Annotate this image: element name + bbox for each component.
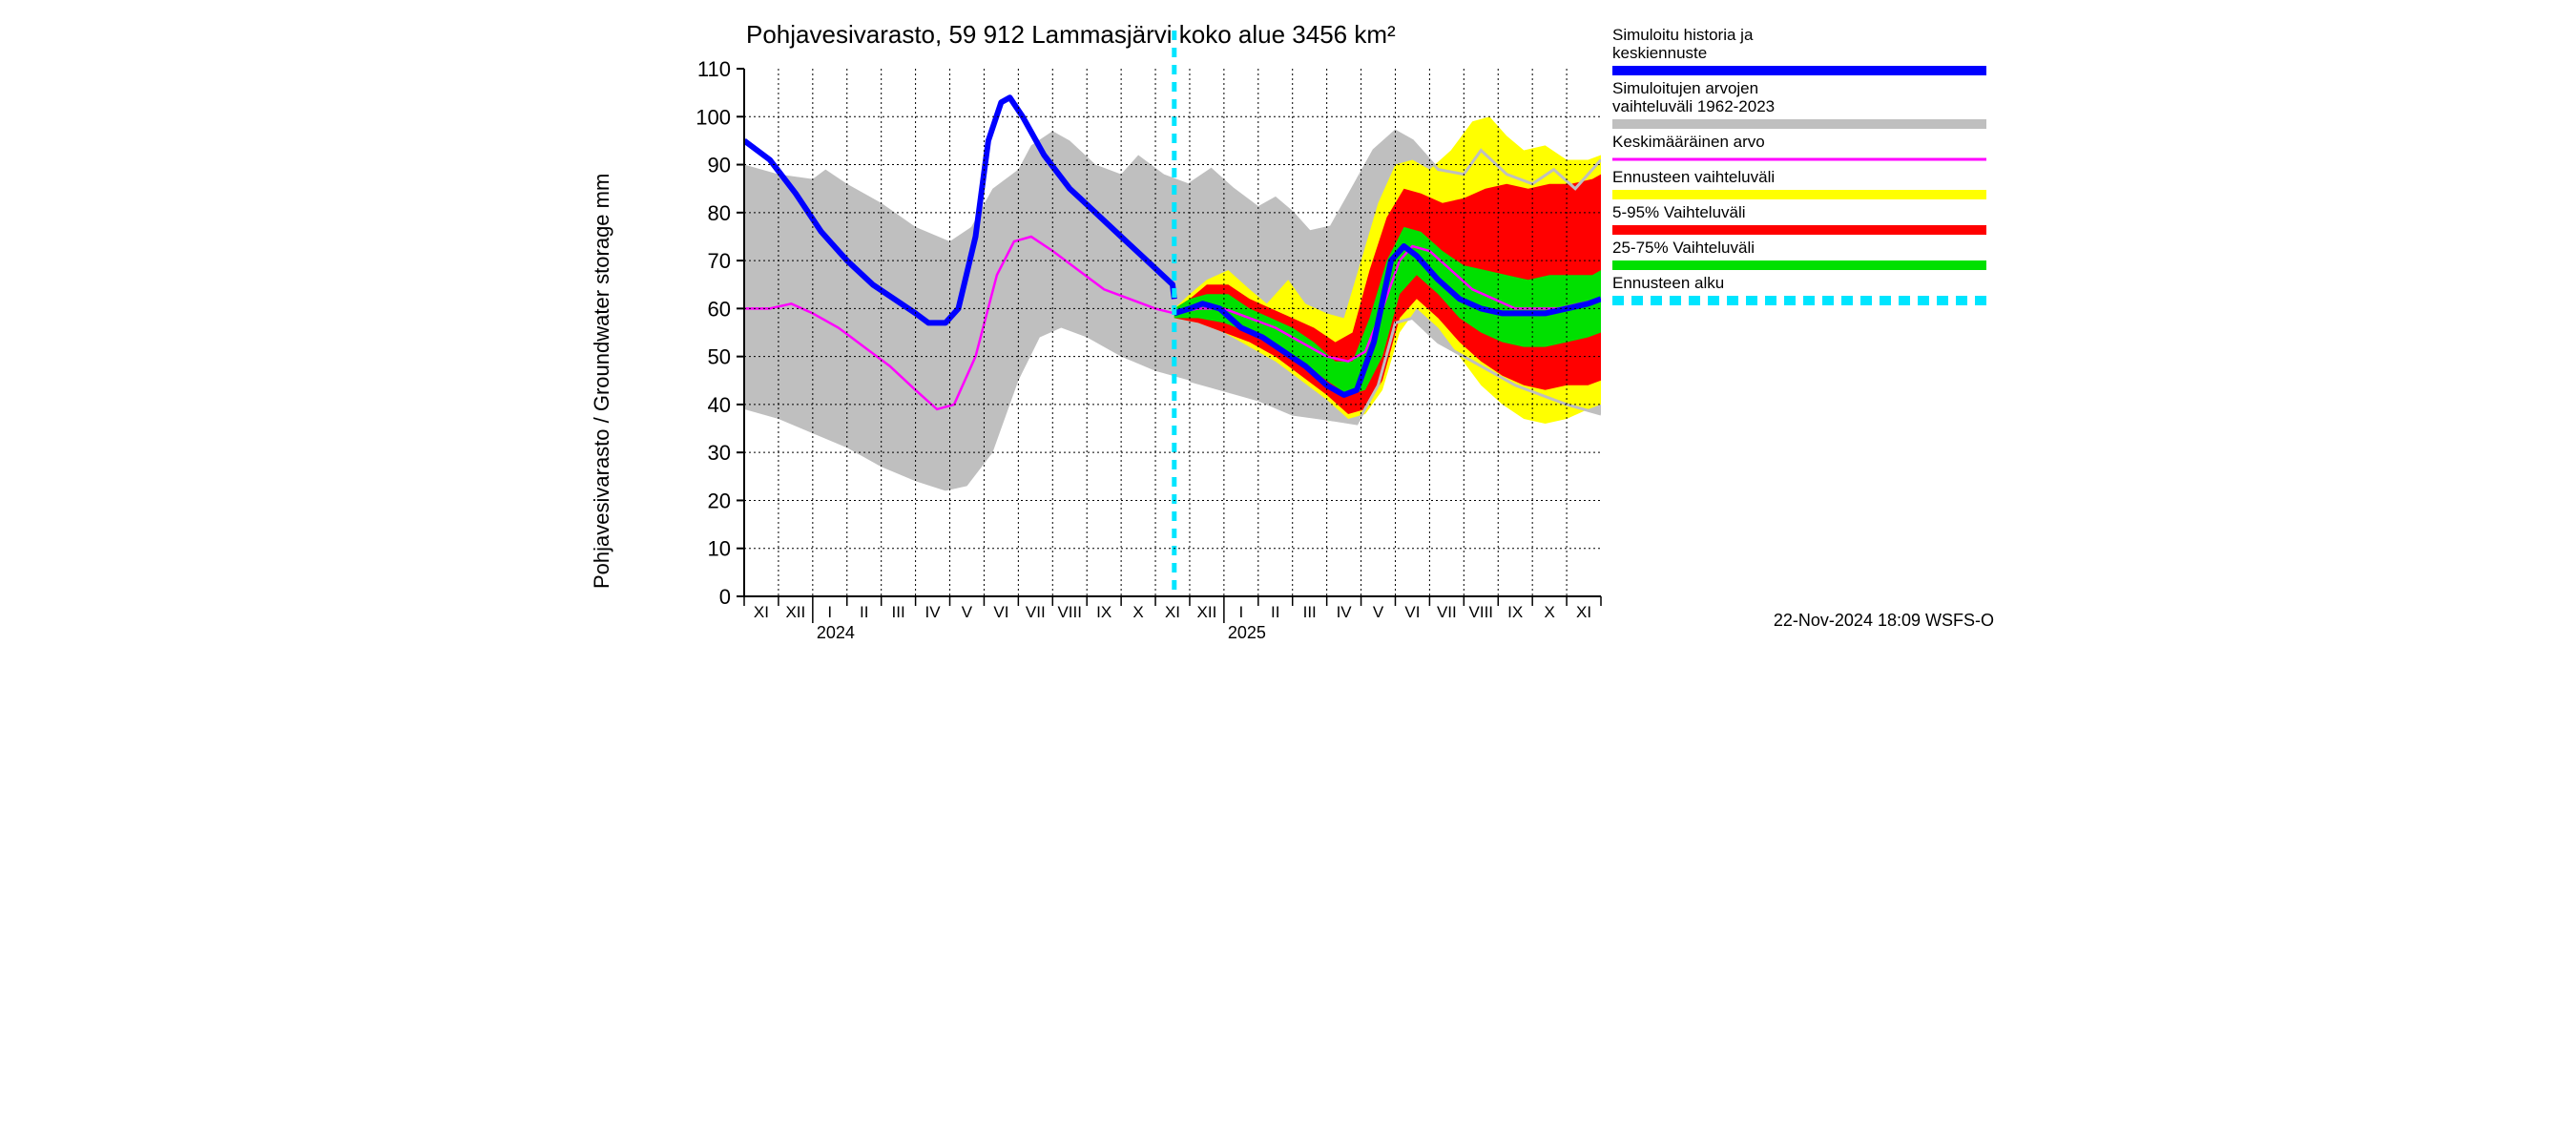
month-label: IV bbox=[1337, 603, 1353, 621]
month-label: VII bbox=[1437, 603, 1457, 621]
month-label: II bbox=[1271, 603, 1279, 621]
ytick-label: 20 bbox=[708, 489, 731, 512]
month-label: VIII bbox=[1469, 603, 1494, 621]
month-label: V bbox=[962, 603, 973, 621]
legend-label: Ennusteen alku bbox=[1612, 274, 1724, 292]
y-axis-label: Pohjavesivarasto / Groundwater storage m… bbox=[590, 174, 613, 589]
legend-label: vaihteluväli 1962-2023 bbox=[1612, 97, 1775, 115]
year-label: 2025 bbox=[1228, 623, 1266, 639]
month-label: III bbox=[1303, 603, 1317, 621]
ytick-label: 40 bbox=[708, 393, 731, 417]
month-label: XII bbox=[1197, 603, 1217, 621]
legend-label: 5-95% Vaihteluväli bbox=[1612, 203, 1746, 221]
ytick-label: 90 bbox=[708, 154, 731, 177]
chart-svg: 0102030405060708090100110XIXIIIIIIIIIVVV… bbox=[572, 0, 2004, 639]
ytick-label: 0 bbox=[719, 585, 731, 609]
legend-label: Simuloitu historia ja bbox=[1612, 26, 1754, 44]
chart-container: { "chart": { "type": "line-band-forecast… bbox=[572, 0, 2004, 639]
ytick-label: 70 bbox=[708, 249, 731, 273]
ytick-label: 30 bbox=[708, 441, 731, 465]
year-label: 2024 bbox=[817, 623, 855, 639]
ytick-label: 80 bbox=[708, 201, 731, 225]
ytick-label: 10 bbox=[708, 537, 731, 561]
month-label: XI bbox=[1576, 603, 1591, 621]
month-label: III bbox=[892, 603, 905, 621]
month-label: VII bbox=[1026, 603, 1046, 621]
month-label: X bbox=[1544, 603, 1554, 621]
legend-label: Ennusteen vaihteluväli bbox=[1612, 168, 1775, 186]
month-label: VI bbox=[1404, 603, 1420, 621]
legend-label: keskiennuste bbox=[1612, 44, 1707, 62]
month-label: IX bbox=[1507, 603, 1523, 621]
month-label: V bbox=[1373, 603, 1384, 621]
month-label: VI bbox=[993, 603, 1008, 621]
ytick-label: 50 bbox=[708, 345, 731, 369]
month-label: XI bbox=[1165, 603, 1180, 621]
month-label: IX bbox=[1096, 603, 1111, 621]
legend-label: Simuloitujen arvojen bbox=[1612, 79, 1758, 97]
ytick-label: 60 bbox=[708, 297, 731, 321]
month-label: IV bbox=[925, 603, 942, 621]
month-label: VIII bbox=[1057, 603, 1082, 621]
month-label: X bbox=[1132, 603, 1143, 621]
month-label: II bbox=[860, 603, 868, 621]
month-label: I bbox=[1238, 603, 1243, 621]
chart-title: Pohjavesivarasto, 59 912 Lammasjärvi kok… bbox=[746, 20, 1396, 49]
legend-label: 25-75% Vaihteluväli bbox=[1612, 239, 1755, 257]
month-label: I bbox=[827, 603, 832, 621]
month-label: XI bbox=[754, 603, 769, 621]
month-label: XII bbox=[785, 603, 805, 621]
ytick-label: 100 bbox=[696, 105, 731, 129]
chart-footer: 22-Nov-2024 18:09 WSFS-O bbox=[1774, 611, 1994, 630]
ytick-label: 110 bbox=[697, 57, 731, 81]
legend-label: Keskimääräinen arvo bbox=[1612, 133, 1765, 151]
